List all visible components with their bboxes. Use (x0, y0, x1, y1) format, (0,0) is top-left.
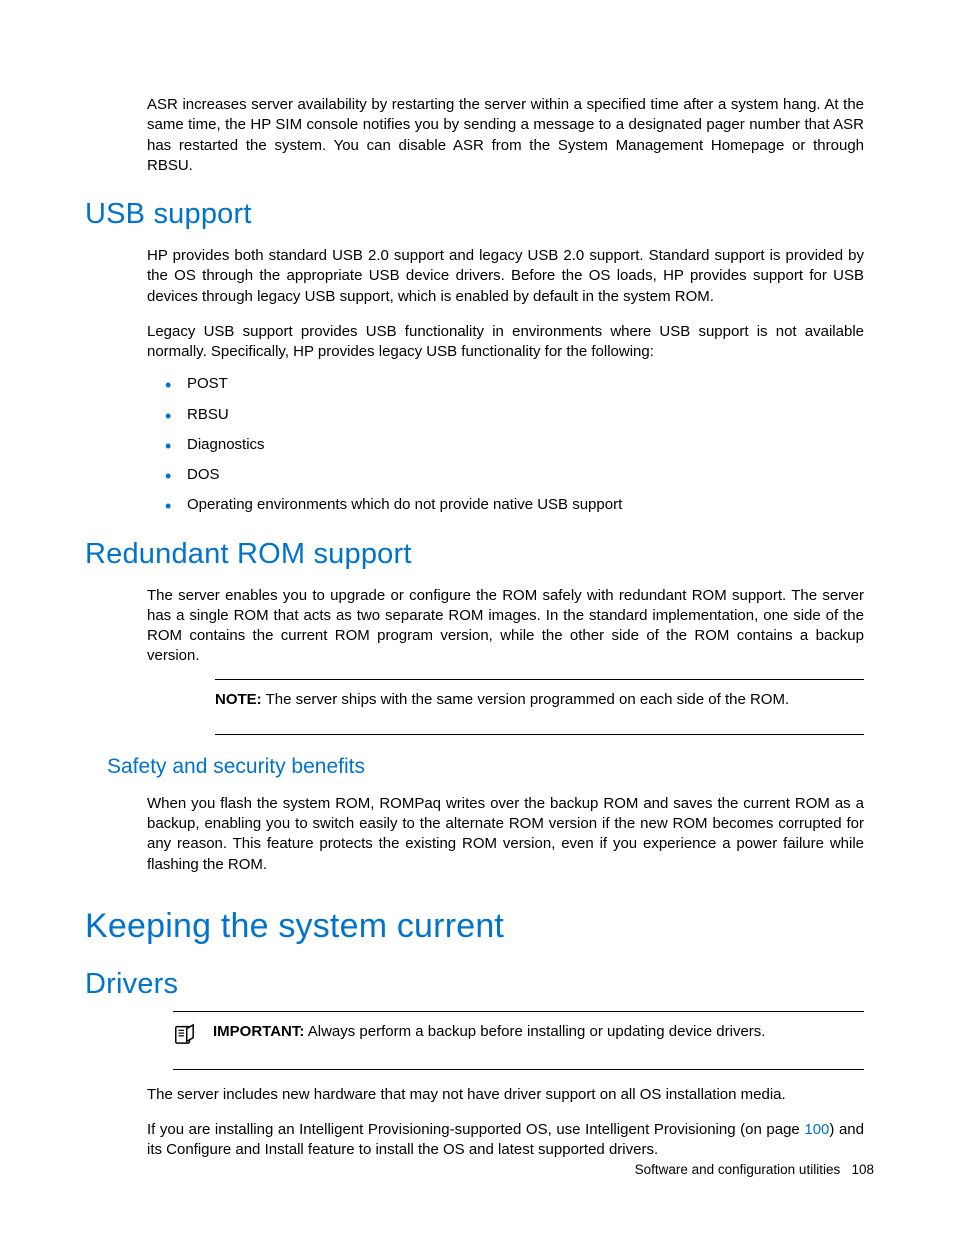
list-item: Operating environments which do not prov… (147, 495, 874, 515)
usb-paragraph-2: Legacy USB support provides USB function… (147, 322, 864, 363)
footer-section: Software and configuration utilities (635, 1162, 841, 1177)
heading-safety-benefits: Safety and security benefits (107, 755, 874, 779)
document-page: ASR increases server availability by res… (0, 0, 954, 1235)
page-link-100[interactable]: 100 (804, 1121, 829, 1138)
drivers-p2-a: If you are installing an Intelligent Pro… (147, 1121, 804, 1138)
note-box: NOTE: The server ships with the same ver… (215, 679, 864, 735)
heading-redundant-rom: Redundant ROM support (85, 538, 874, 571)
heading-drivers: Drivers (85, 968, 874, 1001)
page-footer: Software and configuration utilities 108 (635, 1162, 874, 1177)
important-text-block: IMPORTANT: Always perform a backup befor… (213, 1022, 864, 1042)
safety-paragraph: When you flash the system ROM, ROMPaq wr… (147, 794, 864, 875)
list-item: DOS (147, 465, 874, 485)
list-item: Diagnostics (147, 435, 874, 455)
important-box: IMPORTANT: Always perform a backup befor… (173, 1011, 864, 1070)
note-text: The server ships with the same version p… (262, 691, 789, 708)
drivers-paragraph-1: The server includes new hardware that ma… (147, 1085, 864, 1105)
heading-keeping-system-current: Keeping the system current (85, 907, 874, 946)
important-icon (173, 1023, 195, 1045)
rom-paragraph: The server enables you to upgrade or con… (147, 586, 864, 667)
footer-page-number: 108 (851, 1162, 874, 1177)
usb-bullet-list: POST RBSU Diagnostics DOS Operating envi… (147, 374, 874, 515)
intro-paragraph: ASR increases server availability by res… (147, 95, 864, 176)
drivers-paragraph-2: If you are installing an Intelligent Pro… (147, 1120, 864, 1161)
usb-paragraph-1: HP provides both standard USB 2.0 suppor… (147, 246, 864, 307)
heading-usb-support: USB support (85, 198, 874, 231)
important-body: Always perform a backup before installin… (304, 1023, 765, 1040)
list-item: RBSU (147, 405, 874, 425)
list-item: POST (147, 374, 874, 394)
note-label: NOTE: (215, 691, 262, 708)
important-label: IMPORTANT: (213, 1023, 304, 1040)
